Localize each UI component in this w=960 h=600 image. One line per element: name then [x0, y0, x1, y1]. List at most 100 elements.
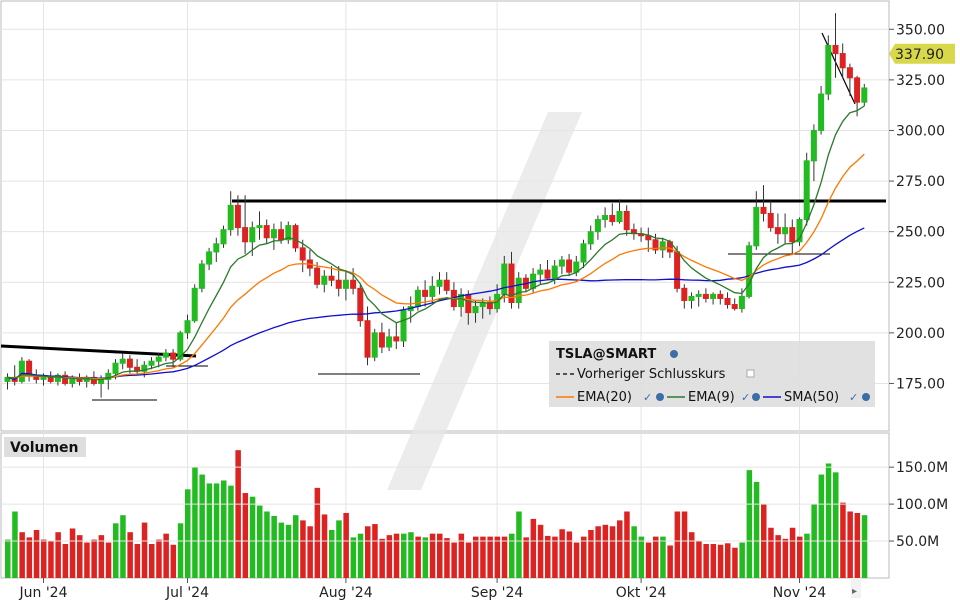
candle-body: [825, 44, 832, 95]
volume-bar: [753, 481, 760, 578]
volume-bar: [861, 515, 868, 578]
scroll-right-button[interactable]: ▸: [851, 578, 861, 598]
volume-bar: [170, 544, 177, 578]
volume-bar: [710, 544, 717, 578]
volume-bar: [660, 536, 666, 578]
candle: [162, 349, 169, 362]
candle-body: [429, 285, 436, 297]
candle: [429, 276, 436, 303]
volume-bar: [523, 537, 529, 578]
volume-bar: [307, 526, 313, 578]
ema9-check-icon[interactable]: ✓: [741, 391, 750, 404]
volume-bar: [429, 533, 436, 578]
volume-bar: [141, 522, 148, 578]
volume-bar: [221, 480, 227, 578]
volume-bar: [681, 511, 688, 578]
candle-body: [854, 77, 861, 103]
candle: [796, 217, 803, 246]
legend-previous-close: Vorheriger Schlusskurs: [577, 367, 726, 382]
volume-bar: [703, 544, 709, 578]
sma50-check-icon[interactable]: ✓: [849, 391, 858, 404]
candle-body: [213, 243, 220, 253]
volume-bar: [336, 520, 342, 578]
volume-label: Volumen: [10, 440, 79, 456]
candle-body: [789, 227, 796, 243]
candle: [4, 373, 11, 390]
date-tick-label: Sep '24: [471, 585, 524, 600]
candle: [854, 75, 861, 117]
volume-bar: [725, 543, 731, 578]
volume-bar: [185, 489, 191, 578]
volume-bar: [300, 520, 306, 578]
candle-body: [537, 269, 544, 275]
volume-bar: [617, 520, 623, 578]
candle-body: [342, 279, 349, 289]
ema9-info-icon[interactable]: [752, 393, 760, 401]
candle: [753, 191, 760, 250]
last-price-label: 337.90: [895, 47, 944, 63]
candle-body: [357, 287, 364, 322]
volume-bar: [105, 542, 112, 578]
candle-body: [861, 87, 868, 103]
price-tick-label: 250.00: [896, 225, 945, 241]
price-tick-label: 225.00: [896, 275, 945, 291]
arrow-right-icon[interactable]: ▸: [852, 586, 857, 597]
volume-bar: [746, 470, 753, 578]
candle: [54, 373, 61, 386]
candle-body: [501, 263, 508, 295]
candle-body: [335, 279, 342, 289]
candle-body: [551, 265, 558, 279]
candle: [458, 288, 465, 317]
candle: [198, 260, 205, 293]
candle: [782, 213, 789, 244]
candle-body: [119, 358, 126, 364]
candle: [623, 205, 630, 236]
candle-body: [724, 297, 731, 306]
volume-bar: [854, 512, 861, 578]
candle-body: [695, 293, 702, 297]
candle-body: [839, 53, 846, 69]
volume-bar: [271, 515, 277, 578]
candle-body: [587, 231, 594, 245]
candle-body: [177, 332, 184, 360]
candle: [710, 292, 717, 305]
candle-body: [746, 245, 753, 297]
candle: [256, 211, 263, 240]
candle-body: [760, 206, 767, 214]
candle-body: [443, 279, 450, 291]
candle: [292, 223, 299, 252]
volume-bar: [595, 526, 601, 578]
ema20-check-icon[interactable]: ✓: [643, 391, 652, 404]
candle-body: [710, 293, 717, 299]
volume-bar: [768, 527, 774, 578]
candle-body: [393, 336, 400, 342]
volume-bar: [530, 518, 537, 578]
candle-body: [270, 229, 277, 239]
volume-bar: [689, 532, 695, 578]
volume-bar: [833, 472, 839, 578]
candle-body: [818, 93, 825, 131]
candle-body: [4, 376, 11, 382]
date-tick-label: Jul '24: [165, 585, 209, 600]
candle: [299, 239, 306, 273]
candle-body: [645, 235, 652, 241]
candle: [566, 253, 573, 277]
volume-bar: [465, 542, 472, 578]
candle: [270, 223, 277, 250]
volume-bar: [357, 533, 364, 578]
volume-bar: [559, 529, 565, 578]
candle: [357, 284, 364, 327]
sma50-info-icon[interactable]: [862, 393, 870, 401]
volume-bar: [69, 528, 76, 578]
ema20-info-icon[interactable]: [656, 393, 664, 401]
candle: [609, 203, 616, 226]
volume-bar: [480, 536, 486, 578]
candle: [119, 353, 126, 370]
volume-bar: [113, 523, 119, 578]
previous-close-checkbox[interactable]: [746, 369, 755, 378]
volume-bar: [674, 511, 681, 578]
volume-bar: [98, 535, 105, 578]
volume-bar: [444, 538, 450, 578]
moving-average-lines: [7, 105, 865, 381]
symbol-info-icon[interactable]: [670, 350, 678, 358]
